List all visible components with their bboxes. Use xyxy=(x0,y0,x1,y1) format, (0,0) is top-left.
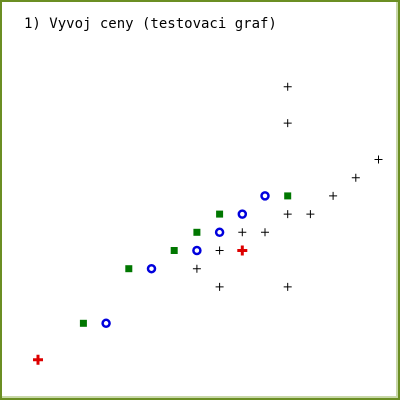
data-point-circle xyxy=(237,209,248,219)
data-point-square xyxy=(79,319,87,327)
data-point-plus-small xyxy=(374,155,383,164)
data-point-plus-small xyxy=(261,228,269,237)
data-point-square xyxy=(170,247,178,254)
chart-title: 1) Vyvoj ceny (testovaci graf) xyxy=(24,16,277,32)
data-point-plus-small xyxy=(351,173,360,182)
data-point-plus-small xyxy=(283,282,292,291)
data-point-plus-small xyxy=(215,282,224,291)
data-point-circle xyxy=(101,318,111,329)
data-point-plus-small xyxy=(192,264,201,273)
data-point-circle xyxy=(214,227,225,238)
data-point-plus-small xyxy=(215,246,224,255)
data-point-circle xyxy=(260,191,270,201)
data-point-plus-small xyxy=(306,210,315,219)
data-point-circle xyxy=(192,245,202,256)
chart-marks xyxy=(33,82,383,365)
data-point-plus-small xyxy=(283,82,292,91)
data-point-plus-small xyxy=(283,119,292,128)
data-point-plus-bold xyxy=(33,354,43,365)
data-point-plus-small xyxy=(238,228,247,237)
data-point-plus-small xyxy=(283,210,292,219)
data-point-square xyxy=(125,265,133,273)
data-point-plus-bold xyxy=(237,245,248,256)
data-point-circle xyxy=(146,263,157,274)
data-point-square xyxy=(284,192,292,200)
data-point-plus-small xyxy=(329,191,338,200)
data-point-square xyxy=(193,228,201,236)
data-point-square xyxy=(216,210,224,218)
